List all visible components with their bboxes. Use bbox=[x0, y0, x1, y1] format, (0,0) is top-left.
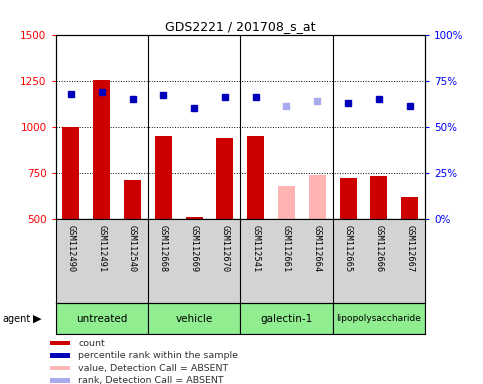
Bar bbox=[333, 303, 425, 334]
Bar bbox=[370, 177, 387, 219]
Text: GSM112669: GSM112669 bbox=[190, 225, 199, 272]
Bar bbox=[124, 180, 141, 219]
Bar bbox=[50, 378, 70, 383]
Text: lipopolysaccharide: lipopolysaccharide bbox=[337, 314, 421, 323]
Text: GSM112541: GSM112541 bbox=[251, 225, 260, 272]
Bar bbox=[62, 127, 79, 219]
Bar bbox=[185, 217, 202, 219]
Bar bbox=[247, 136, 264, 219]
Bar bbox=[50, 341, 70, 345]
Text: GSM112665: GSM112665 bbox=[343, 225, 353, 272]
Text: value, Detection Call = ABSENT: value, Detection Call = ABSENT bbox=[78, 364, 228, 372]
Bar bbox=[216, 138, 233, 219]
Text: untreated: untreated bbox=[76, 314, 128, 324]
Text: GSM112491: GSM112491 bbox=[97, 225, 106, 272]
Bar bbox=[148, 303, 241, 334]
Bar bbox=[93, 80, 110, 219]
Bar bbox=[50, 366, 70, 370]
Text: GSM112490: GSM112490 bbox=[67, 225, 75, 272]
Bar bbox=[278, 186, 295, 219]
Text: GSM112666: GSM112666 bbox=[374, 225, 384, 272]
Text: GSM112664: GSM112664 bbox=[313, 225, 322, 272]
Text: galectin-1: galectin-1 bbox=[260, 314, 313, 324]
Text: vehicle: vehicle bbox=[175, 314, 213, 324]
Title: GDS2221 / 201708_s_at: GDS2221 / 201708_s_at bbox=[165, 20, 315, 33]
Text: GSM112540: GSM112540 bbox=[128, 225, 137, 272]
Text: rank, Detection Call = ABSENT: rank, Detection Call = ABSENT bbox=[78, 376, 224, 384]
Bar bbox=[155, 136, 172, 219]
Text: GSM112667: GSM112667 bbox=[405, 225, 414, 272]
Text: GSM112670: GSM112670 bbox=[220, 225, 229, 272]
Bar bbox=[309, 175, 326, 219]
Bar bbox=[401, 197, 418, 219]
Bar bbox=[340, 178, 356, 219]
Bar bbox=[240, 303, 333, 334]
Bar bbox=[56, 303, 148, 334]
Text: percentile rank within the sample: percentile rank within the sample bbox=[78, 351, 238, 360]
Text: ▶: ▶ bbox=[33, 314, 42, 324]
Text: GSM112668: GSM112668 bbox=[159, 225, 168, 272]
Text: agent: agent bbox=[2, 314, 30, 324]
Text: count: count bbox=[78, 339, 105, 348]
Bar bbox=[50, 353, 70, 358]
Text: GSM112661: GSM112661 bbox=[282, 225, 291, 272]
